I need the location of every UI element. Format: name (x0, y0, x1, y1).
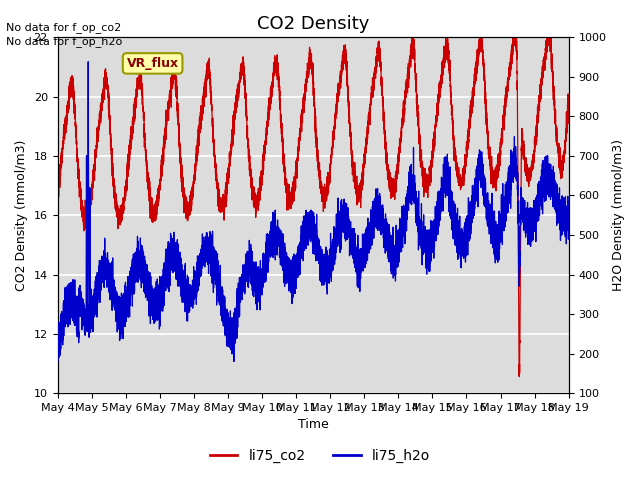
Text: No data for f_op_h2o: No data for f_op_h2o (6, 36, 123, 47)
Text: No data for f_op_co2: No data for f_op_co2 (6, 22, 122, 33)
Title: CO2 Density: CO2 Density (257, 15, 369, 33)
Legend: li75_co2, li75_h2o: li75_co2, li75_h2o (204, 443, 436, 468)
Y-axis label: CO2 Density (mmol/m3): CO2 Density (mmol/m3) (15, 140, 28, 291)
X-axis label: Time: Time (298, 419, 328, 432)
Y-axis label: H2O Density (mmol/m3): H2O Density (mmol/m3) (612, 139, 625, 291)
Text: VR_flux: VR_flux (127, 57, 179, 70)
